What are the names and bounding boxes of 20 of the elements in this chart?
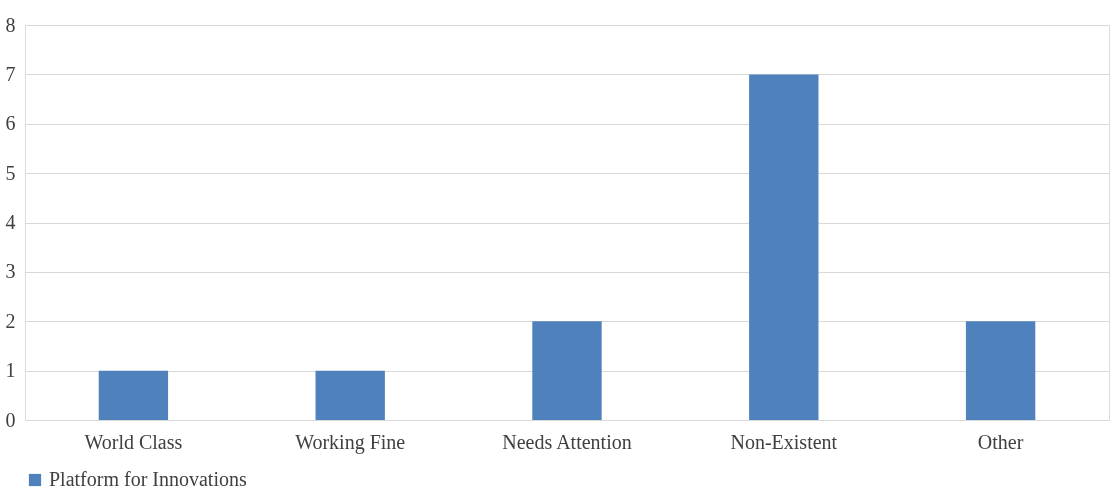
bar (965, 321, 1036, 420)
y-tick-label: 2 (5, 309, 16, 332)
bar (532, 321, 602, 420)
y-tick-label: 5 (5, 161, 16, 184)
bar (749, 74, 819, 420)
x-tick-label: Needs Attention (502, 430, 632, 453)
y-tick-label: 0 (5, 408, 16, 431)
x-tick-label: Working Fine (295, 430, 406, 454)
y-tick-label: 4 (5, 211, 16, 233)
y-tick-label: 8 (5, 13, 16, 36)
bar (98, 370, 169, 420)
bar (315, 370, 385, 420)
legend-label: Platform for Innovations (49, 468, 247, 490)
x-tick-label: Non-Existent (730, 430, 838, 453)
y-tick-label: 3 (5, 260, 16, 283)
x-tick-label: Other (977, 430, 1024, 453)
y-tick-label: 1 (5, 359, 16, 382)
y-tick-label: 7 (5, 62, 16, 85)
y-tick-label: 6 (5, 112, 16, 135)
x-tick-label: World Class (84, 430, 183, 453)
